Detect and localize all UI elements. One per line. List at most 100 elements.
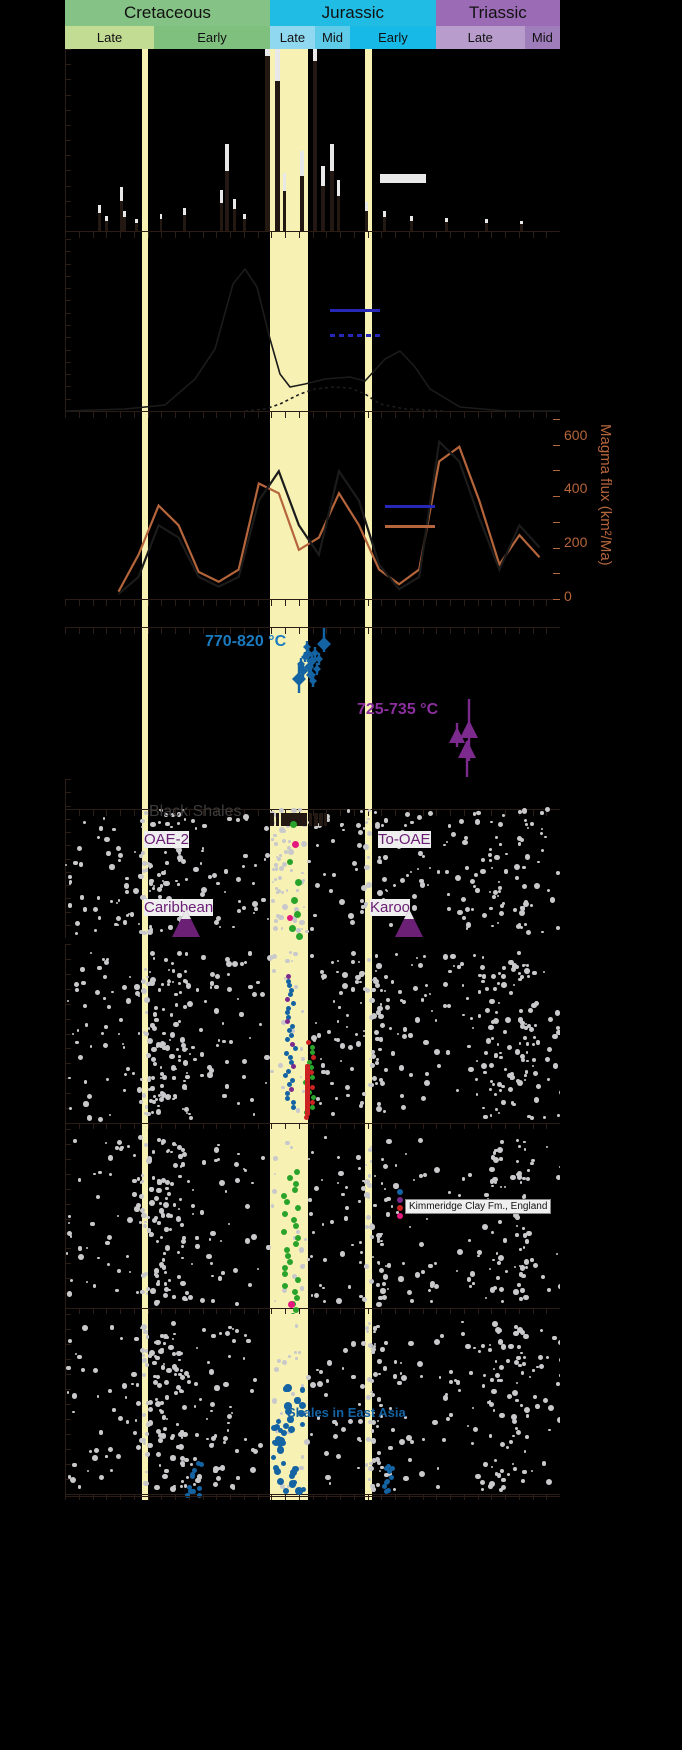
- shale-dot-262: [264, 1054, 270, 1061]
- timescale-epoch-early-1[interactable]: Early: [154, 26, 270, 49]
- x-axis-tick-8: [175, 1494, 176, 1500]
- shale-dot-80: [115, 846, 121, 852]
- shale-dot-64: [241, 1059, 247, 1064]
- y-axis-tick-2: [65, 79, 71, 80]
- shale-dot-470: [525, 1059, 529, 1063]
- shale-dot-11: [409, 1226, 412, 1229]
- shale-dot-379: [153, 1268, 160, 1274]
- shale-dot-19: [182, 1079, 186, 1083]
- y-axis-tick-11: [65, 374, 71, 375]
- shale-dot-201: [415, 957, 418, 960]
- east-asia-dot-38: [288, 1479, 297, 1488]
- shale-dot-310: [233, 1268, 239, 1274]
- east-asia-dot-27: [283, 1386, 289, 1392]
- shale-dot-212: [178, 1358, 182, 1362]
- early-jurassic-toarcian-band: [269, 419, 308, 609]
- shale-dot-65: [149, 980, 155, 986]
- shale-dot-398: [175, 1444, 181, 1450]
- shale-dot-4: [491, 1176, 498, 1183]
- x-axis-tick-31: [491, 231, 492, 238]
- shale-dot-514: [369, 1062, 376, 1069]
- shale-dot-40: [196, 1474, 203, 1480]
- shale-dot-438: [340, 1059, 343, 1062]
- shale-dot-275: [362, 827, 366, 830]
- shale-dot-375: [489, 1079, 493, 1083]
- shale-dot-227: [339, 899, 345, 905]
- y-axis-tick-10: [65, 1093, 71, 1094]
- shale-dot-413: [141, 1438, 146, 1443]
- colored-dot-21: [294, 1295, 300, 1301]
- shale-dot-348: [323, 1300, 327, 1304]
- y-axis-tick-6: [65, 313, 71, 314]
- shale-dot-34: [124, 889, 129, 894]
- shale-dot-214: [371, 1350, 375, 1355]
- shale-dot-424: [519, 1297, 523, 1301]
- shale-dot-261: [488, 1484, 493, 1489]
- shale-dot-57: [337, 959, 340, 962]
- panel-temperature-plot: [65, 609, 560, 779]
- timescale-period-triassic-2[interactable]: Triassic: [435, 0, 560, 26]
- shale-dot-175: [182, 1084, 188, 1090]
- x-axis-tick-35: [546, 1308, 547, 1314]
- toae-band: [365, 944, 372, 1129]
- shale-dot-121: [152, 1026, 158, 1032]
- shale-dot-232: [523, 964, 526, 967]
- shale-dot-400: [310, 953, 315, 958]
- timescale-epoch-mid-3[interactable]: Mid: [314, 26, 351, 49]
- x-axis-tick-22: [368, 809, 369, 816]
- x-axis-tick-9: [189, 809, 190, 816]
- shale-dot-347: [231, 1486, 235, 1490]
- x-axis-tick-14: [258, 627, 259, 634]
- shale-dot-73: [515, 1139, 520, 1143]
- shale-dot-7: [157, 1221, 161, 1225]
- shale-dot-402: [281, 927, 284, 930]
- lip-spike-top-6: [183, 208, 186, 215]
- shale-dot-385: [177, 951, 183, 957]
- timescale-epoch-late-0[interactable]: Late: [65, 26, 155, 49]
- shale-dot-18: [330, 961, 334, 965]
- timescale-epoch-mid-6[interactable]: Mid: [524, 26, 560, 49]
- shale-dot-277: [154, 1484, 160, 1491]
- x-axis-tick-22: [368, 411, 369, 418]
- lip-spike-23: [485, 223, 488, 231]
- shale-dot-136: [342, 1348, 348, 1354]
- shale-dot-69: [77, 1178, 82, 1182]
- shale-dot-207: [423, 1039, 429, 1046]
- shale-dot-21: [134, 990, 141, 997]
- early-jurassic-toarcian-band: [269, 239, 308, 419]
- east-asia-dot-39: [283, 1488, 289, 1494]
- timescale-epoch-late-2[interactable]: Late: [269, 26, 315, 49]
- shale-dot-156: [181, 1256, 184, 1259]
- shale-dot-283: [172, 969, 176, 973]
- shale-dot-99: [182, 808, 185, 811]
- shale-dot-369: [251, 1181, 254, 1184]
- x-axis-tick-20: [340, 809, 341, 816]
- timescale-period-cretaceous-0[interactable]: Cretaceous: [65, 0, 270, 26]
- shale-dot-426: [467, 1277, 472, 1282]
- east-asia-dot-47: [187, 1485, 193, 1491]
- shale-dot-84: [107, 1263, 111, 1267]
- shale-dot-296: [446, 840, 448, 843]
- timescale-epoch-early-4[interactable]: Early: [350, 26, 436, 49]
- colored-dot-13: [284, 1247, 290, 1253]
- shale-dot-251: [310, 1294, 314, 1297]
- shale-dot-314: [372, 1326, 378, 1331]
- shale-dot-92: [180, 1374, 186, 1380]
- shale-dot-180: [138, 1193, 145, 1200]
- shale-dot-489: [531, 1003, 537, 1009]
- shale-dot-493: [342, 972, 348, 978]
- shale-dot-403: [112, 1408, 116, 1412]
- shale-dot-362: [413, 1179, 416, 1182]
- x-axis-tick-11: [216, 411, 217, 418]
- timescale-period-jurassic-1[interactable]: Jurassic: [269, 0, 436, 26]
- shale-dot-373: [157, 1438, 163, 1443]
- shale-dot-35: [504, 1017, 511, 1024]
- x-axis-tick-13: [244, 1494, 245, 1500]
- shale-dot-138: [165, 1180, 171, 1186]
- timescale-epoch-late-5[interactable]: Late: [435, 26, 525, 49]
- shale-dot-134: [489, 859, 492, 862]
- shale-dot-271: [376, 1460, 382, 1465]
- shale-dot-118: [143, 1480, 149, 1487]
- shale-dot-113: [157, 1179, 161, 1183]
- shale-dot-168: [115, 916, 121, 922]
